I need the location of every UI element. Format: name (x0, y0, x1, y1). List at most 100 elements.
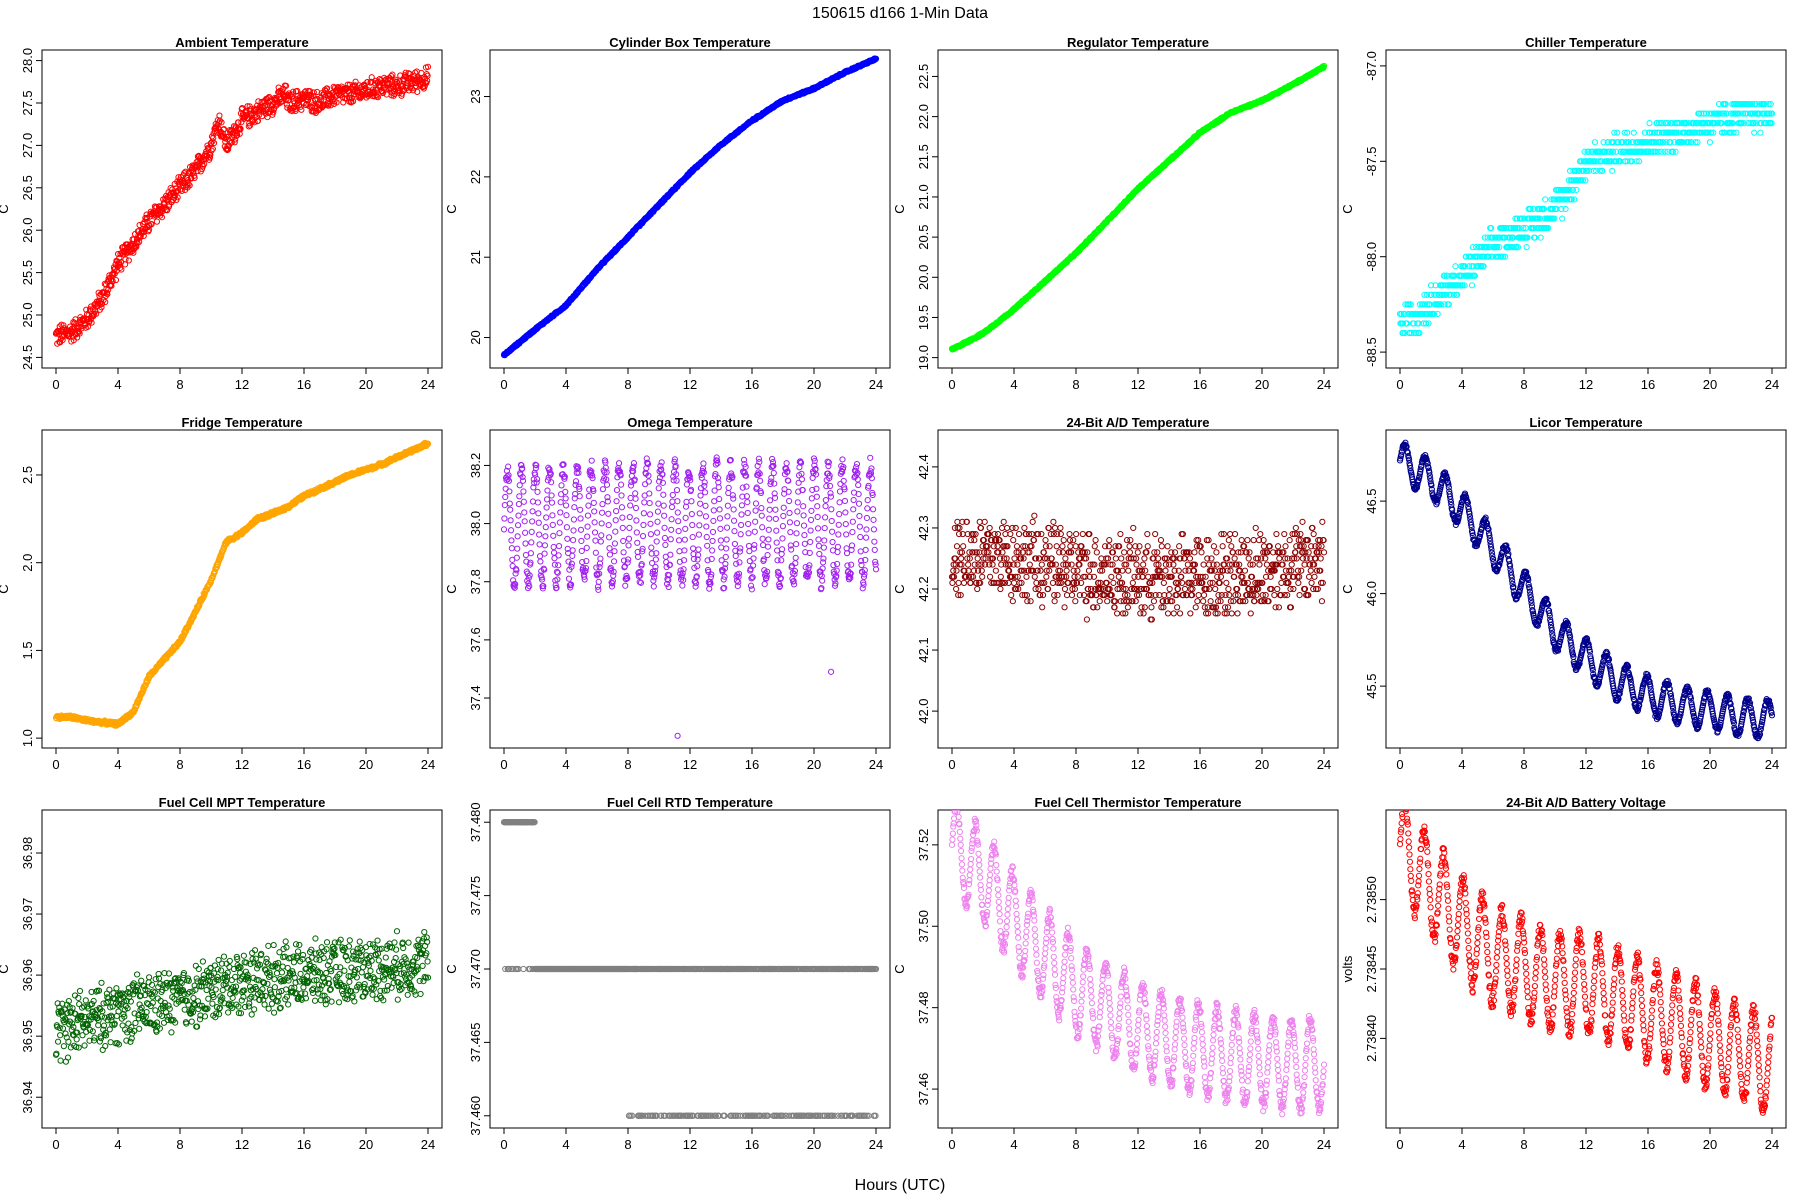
plot-frame (41, 429, 443, 749)
data-point (235, 119, 242, 126)
data-point (210, 139, 218, 147)
data-point (213, 129, 221, 136)
data-point (578, 547, 585, 555)
x-tick-label: 20 (1255, 377, 1269, 392)
data-point (617, 472, 624, 479)
data-point (555, 552, 562, 559)
data-point (631, 476, 638, 483)
data-point (264, 113, 271, 121)
data-point (1537, 234, 1544, 241)
data-point (613, 486, 621, 494)
data-point (550, 543, 557, 551)
data-point (1496, 244, 1503, 251)
data-point (591, 529, 599, 536)
data-series (948, 62, 1328, 353)
data-point (190, 169, 197, 176)
y-tick-label: 26.0 (20, 218, 35, 243)
data-point (1485, 253, 1492, 260)
data-point (588, 457, 595, 464)
data-point (1480, 263, 1487, 270)
data-point (501, 515, 508, 522)
data-point (625, 556, 632, 563)
y-tick-label: 38.2 (468, 453, 483, 478)
data-point (625, 542, 632, 549)
data-point (216, 117, 223, 124)
data-point (514, 533, 521, 540)
data-point (1499, 253, 1507, 260)
y-axis-label: C (0, 584, 11, 593)
y-axis-label: C (1340, 204, 1355, 213)
data-point (596, 570, 603, 577)
data-point (624, 559, 631, 566)
data-point (555, 542, 563, 550)
data-point (206, 154, 214, 161)
data-point (519, 473, 526, 481)
x-tick-label: 0 (52, 377, 59, 392)
data-point (534, 488, 541, 495)
data-point (1692, 139, 1699, 146)
chart-title: Regulator Temperature (1067, 35, 1209, 50)
data-point (570, 537, 577, 544)
data-point (1765, 100, 1772, 108)
data-point (153, 218, 161, 225)
data-point (613, 498, 620, 505)
data-point (109, 278, 116, 285)
data-point (1729, 120, 1736, 127)
x-tick-label: 20 (807, 377, 821, 392)
y-axis-label: C (0, 204, 11, 213)
data-point (244, 111, 251, 118)
data-point (1476, 253, 1483, 260)
data-series (52, 63, 432, 347)
data-point (1679, 139, 1687, 146)
data-point (630, 460, 638, 467)
data-point (1586, 167, 1593, 174)
data-point (1706, 139, 1714, 146)
data-point (1655, 120, 1663, 127)
data-point (1461, 263, 1469, 270)
data-point (582, 564, 590, 572)
data-point (583, 557, 590, 565)
x-tick-label: 16 (1193, 377, 1207, 392)
data-point (1747, 120, 1754, 127)
data-series (500, 454, 880, 739)
data-point (207, 151, 214, 158)
data-point (1694, 139, 1701, 146)
data-point (506, 500, 513, 507)
data-point (542, 533, 549, 540)
data-point (582, 567, 589, 575)
data-point (551, 561, 558, 568)
data-point (595, 578, 602, 585)
data-point (535, 519, 542, 526)
data-point (581, 576, 588, 583)
data-point (612, 528, 619, 535)
chart-title: Cylinder Box Temperature (609, 35, 771, 50)
x-tick-label: 16 (745, 757, 759, 772)
data-point (1736, 110, 1743, 117)
data-point (1514, 224, 1521, 232)
x-tick-label: 8 (624, 757, 631, 772)
data-point (607, 564, 614, 571)
data-point (1421, 291, 1428, 298)
data-point (591, 508, 598, 515)
data-point (1657, 139, 1664, 146)
data-point (626, 524, 633, 531)
data-point (581, 573, 588, 580)
data-point (606, 534, 613, 541)
x-tick-label: 0 (1396, 377, 1403, 392)
data-point (521, 518, 528, 525)
x-tick-label: 8 (624, 377, 631, 392)
data-point (506, 488, 513, 495)
data-point (619, 514, 626, 521)
data-point (546, 469, 554, 476)
data-point (514, 522, 522, 529)
data-point (142, 681, 149, 689)
data-point (570, 527, 577, 534)
data-point (576, 485, 583, 493)
data-point (1767, 100, 1774, 108)
data-point (1422, 320, 1430, 327)
data-point (578, 537, 585, 545)
data-point (136, 238, 143, 246)
data-point (136, 221, 143, 229)
data-point (558, 482, 565, 489)
data-point (1573, 186, 1580, 194)
